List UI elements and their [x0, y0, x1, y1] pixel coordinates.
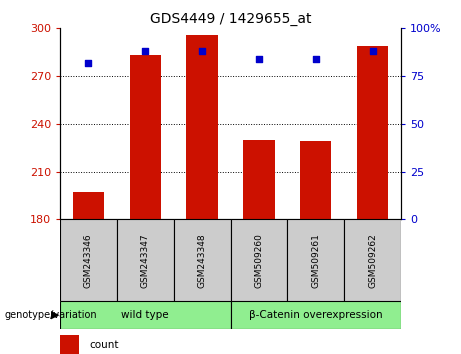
Text: GSM509262: GSM509262: [368, 233, 377, 287]
Point: [142, 48, 149, 54]
Text: β-Catenin overexpression: β-Catenin overexpression: [249, 310, 383, 320]
Text: wild type: wild type: [121, 310, 169, 320]
Point: [369, 48, 376, 54]
Bar: [117, 219, 174, 301]
Text: GSM243348: GSM243348: [198, 233, 207, 287]
Text: GSM509260: GSM509260: [254, 233, 263, 288]
Text: ▶: ▶: [51, 310, 59, 320]
Point: [198, 48, 206, 54]
Bar: [186, 35, 218, 219]
Bar: [60, 335, 79, 354]
Point: [85, 60, 92, 65]
Text: GSM243347: GSM243347: [141, 233, 150, 287]
Point: [312, 56, 319, 62]
Bar: [174, 219, 230, 301]
Bar: [287, 219, 344, 301]
Bar: [243, 140, 275, 219]
Text: GSM509261: GSM509261: [311, 233, 320, 288]
Bar: [73, 193, 104, 219]
Text: count: count: [89, 339, 118, 350]
Bar: [60, 219, 117, 301]
Point: [255, 56, 263, 62]
Text: GSM243346: GSM243346: [84, 233, 93, 287]
Bar: [357, 46, 388, 219]
Bar: [60, 301, 230, 329]
Bar: [230, 301, 401, 329]
Bar: [300, 141, 331, 219]
Bar: [230, 219, 287, 301]
Title: GDS4449 / 1429655_at: GDS4449 / 1429655_at: [150, 12, 311, 26]
Bar: [344, 219, 401, 301]
Text: genotype/variation: genotype/variation: [5, 310, 97, 320]
Bar: [130, 55, 161, 219]
